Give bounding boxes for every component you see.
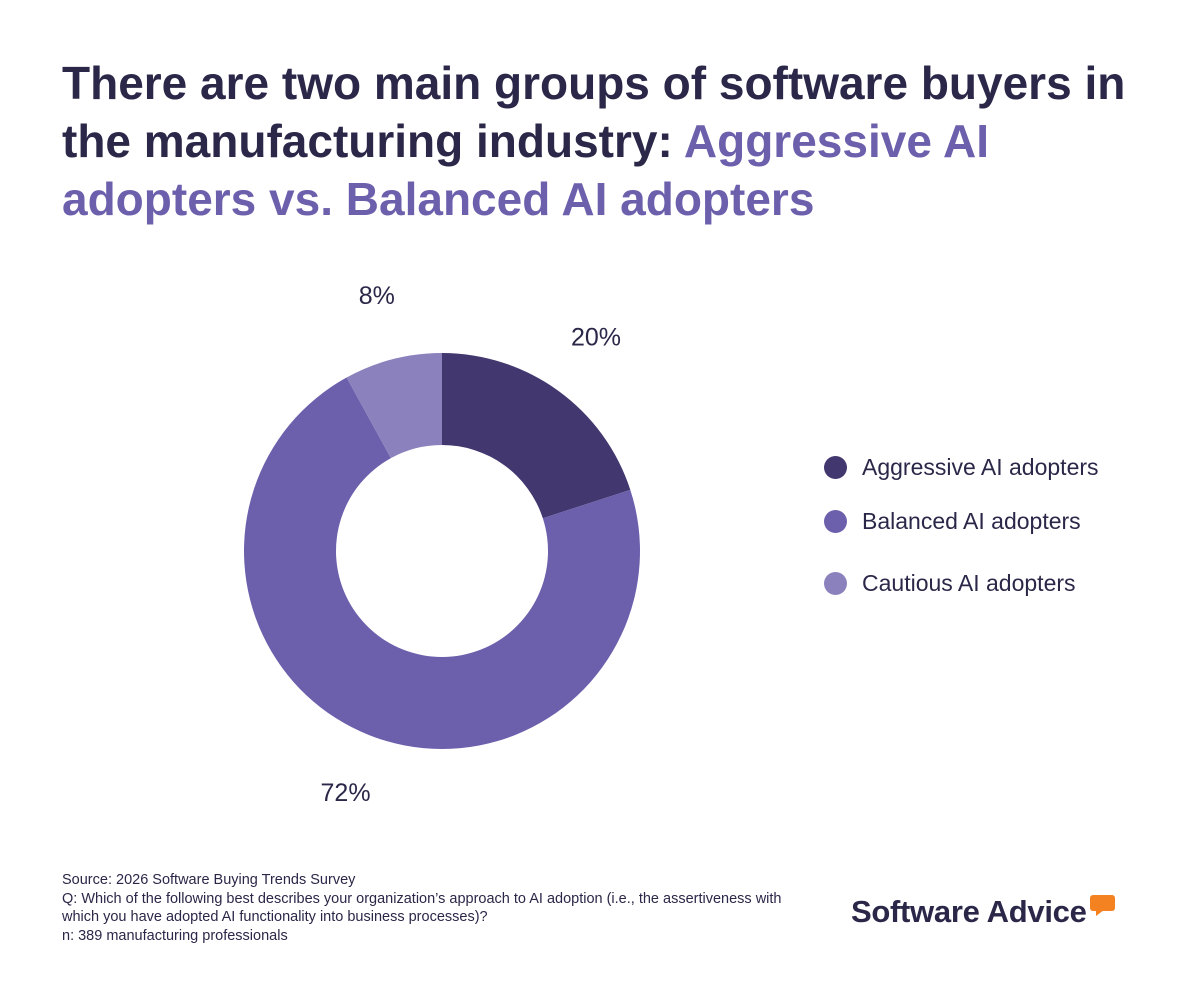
legend-label-cautious: Cautious AI adopters xyxy=(862,570,1076,596)
source-note: Source: 2026 Software Buying Trends Surv… xyxy=(62,872,356,888)
question-note: Q: Which of the following best describes… xyxy=(62,890,782,926)
legend-item-cautious: Cautious AI adopters xyxy=(824,570,1076,597)
title-part-1: There are two main groups of software bu… xyxy=(62,57,1126,167)
data-label-cautious: 8% xyxy=(359,282,395,310)
legend-label-aggressive: Aggressive AI adopters xyxy=(862,454,1099,480)
footnote: Source: 2026 Software Buying Trends Surv… xyxy=(62,871,822,945)
legend-swatch-aggressive xyxy=(824,456,847,479)
legend-label-balanced: Balanced AI adopters xyxy=(862,508,1081,534)
data-label-balanced: 72% xyxy=(321,779,371,807)
speech-bubble-icon xyxy=(1089,895,1115,916)
legend-swatch-balanced xyxy=(824,510,847,533)
data-label-aggressive: 20% xyxy=(571,324,621,352)
chart-title: There are two main groups of software bu… xyxy=(62,54,1152,228)
donut-slice-balanced xyxy=(244,377,640,749)
legend-item-aggressive: Aggressive AI adopters xyxy=(824,454,1099,481)
donut-slice-cautious xyxy=(346,353,442,459)
donut-slice-aggressive xyxy=(442,353,631,519)
legend-item-balanced: Balanced AI adopters xyxy=(824,508,1081,535)
title-part-2: Aggressive AI adopters vs. Balanced AI a… xyxy=(62,115,989,225)
sample-note: n: 389 manufacturing professionals xyxy=(62,927,288,944)
software-advice-logo: Software Advice xyxy=(851,892,1115,932)
legend-swatch-cautious xyxy=(824,572,847,595)
brand-name: Software Advice xyxy=(851,894,1087,929)
